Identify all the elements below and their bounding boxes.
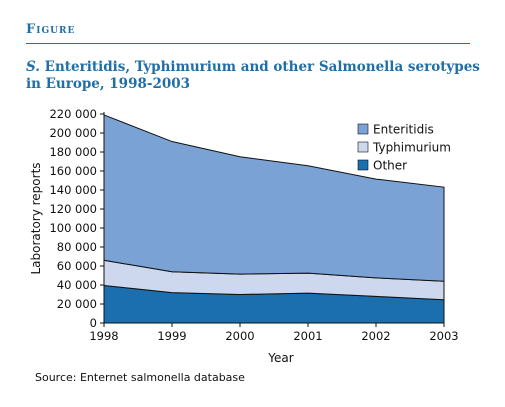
legend-label-other: Other [373,159,407,173]
area-enteritidis [103,114,445,282]
x-tick-label: 1998 [89,329,118,343]
legend-swatch-enteritidis [357,123,369,135]
figure-rule [26,43,470,44]
x-tick-label: 1999 [157,329,186,343]
y-tick-label: 80 000 [57,240,97,254]
y-tick-label: 60 000 [57,259,97,273]
figure-label: Figure [26,22,76,37]
y-tick-label: 120 000 [49,202,97,216]
y-axis-title: Laboratory reports [29,162,43,274]
y-tick-label: 200 000 [49,126,97,140]
x-axis-title: Year [267,351,293,365]
y-tick-label: 180 000 [49,145,97,159]
legend-swatch-other [357,159,369,171]
y-tick-label: 40 000 [57,278,97,292]
y-tick-label: 100 000 [49,221,97,235]
chart-title: S. Enteritidis, Typhimurium and other Sa… [26,59,486,93]
y-tick-label: 0 [90,316,97,330]
y-tick-label: 20 000 [57,297,97,311]
title-italic: S. [26,59,40,75]
legend-swatch-typhimurium [357,141,369,153]
legend: Enteritidis Typhimurium Other [357,123,451,173]
x-tick-label: 2003 [429,329,458,343]
source-note: Source: Enternet salmonella database [35,371,245,384]
x-tick-label: 2000 [225,329,254,343]
y-tick-label: 140 000 [49,183,97,197]
x-tick-label: 2002 [361,329,390,343]
y-tick-label: 220 000 [49,107,97,121]
title-text: Enteritidis, Typhimurium and other Salmo… [26,59,480,92]
legend-label-enteritidis: Enteritidis [373,123,434,137]
x-tick-label: 2001 [293,329,322,343]
y-tick-label: 160 000 [49,164,97,178]
axes: 0 20 000 40 000 60 000 80 000 100 000 120 000 1… [49,107,458,343]
legend-label-typhimurium: Typhimurium [372,141,451,155]
area-layers [103,114,445,324]
